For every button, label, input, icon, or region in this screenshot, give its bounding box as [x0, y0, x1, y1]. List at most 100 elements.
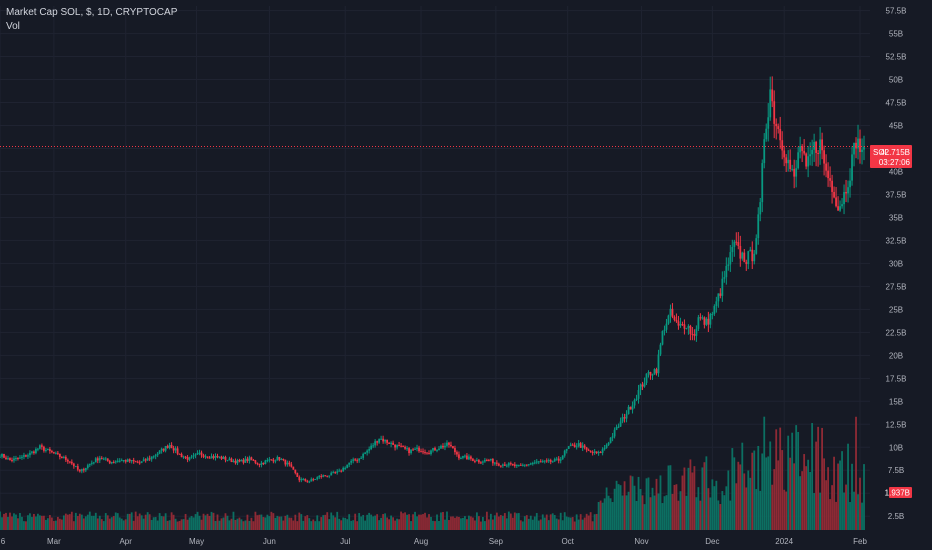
volume-bar: [785, 491, 788, 530]
volume-bar: [442, 512, 444, 530]
candle-body: [62, 456, 65, 459]
volume-bar: [362, 514, 365, 530]
candle-body: [452, 446, 454, 449]
volume-bar: [847, 443, 849, 530]
volume-bar: [683, 467, 686, 530]
volume-bar: [148, 514, 151, 530]
volume-bar: [857, 494, 859, 530]
candle-body: [845, 192, 847, 194]
candle-body: [41, 445, 43, 447]
candle-body: [52, 452, 55, 454]
volume-label[interactable]: Vol: [6, 21, 20, 32]
volume-bar: [709, 497, 712, 530]
volume-bar: [637, 476, 640, 530]
candle-body: [382, 438, 385, 442]
volume-bar: [284, 515, 287, 530]
candle-body: [595, 451, 598, 454]
candle-body: [238, 460, 241, 462]
candle-body: [394, 444, 396, 448]
candle-body: [645, 373, 648, 383]
volume-bar: [817, 426, 820, 530]
candle-body: [629, 406, 632, 410]
volume-bar: [563, 512, 566, 530]
candle-body: [170, 444, 173, 449]
candle-body: [72, 463, 75, 467]
candle-body: [200, 452, 203, 456]
candle-body: [711, 313, 714, 315]
volume-bar: [74, 512, 77, 530]
volume-bar: [495, 512, 498, 530]
volume-bar: [793, 463, 796, 530]
volume-bar: [292, 520, 295, 530]
volume-bar: [466, 519, 468, 530]
volume-bar: [601, 502, 604, 530]
candle-body: [104, 458, 107, 460]
candle-body: [428, 453, 430, 455]
volume-bar: [669, 465, 672, 530]
volume-bar: [470, 516, 472, 530]
volume-bar: [615, 480, 618, 530]
candle-body: [214, 456, 217, 458]
candle-body: [799, 146, 802, 153]
volume-bar: [294, 514, 297, 530]
volume-bar: [755, 489, 758, 530]
volume-bar: [599, 500, 602, 530]
candle-body: [3, 453, 5, 458]
candle-body: [128, 459, 131, 462]
candle-body: [232, 460, 235, 463]
candle-body: [483, 459, 486, 462]
volume-bar: [316, 515, 319, 530]
candle-body: [641, 384, 644, 387]
candle-body: [182, 456, 185, 458]
x-axis[interactable]: 6 Mar Apr May Jun Jul Aug Sep Oct Nov Dec 2024 Feb: [1, 537, 868, 546]
candle-body: [156, 453, 159, 456]
candle-body: [192, 455, 195, 457]
candle-body: [523, 464, 526, 466]
candle-body: [553, 459, 556, 462]
volume-bar: [39, 515, 41, 530]
candle-body: [787, 159, 790, 164]
volume-bar: [653, 495, 656, 530]
volume-bar: [48, 515, 51, 530]
x-tick-label: Nov: [634, 537, 648, 546]
volume-bar: [727, 470, 730, 530]
candle-body: [859, 138, 861, 153]
y-tick-label: 57.5B: [886, 7, 907, 16]
volume-bar: [735, 483, 738, 530]
candle-body: [839, 206, 841, 211]
volume-bar: [346, 519, 349, 530]
candle-body: [745, 262, 748, 265]
volume-bar: [180, 519, 183, 530]
candle-body: [605, 444, 608, 448]
volume-bar: [545, 514, 548, 530]
candle-body: [731, 246, 734, 253]
candle-body: [679, 324, 682, 326]
candle-body: [70, 461, 73, 464]
candle-body: [603, 447, 606, 450]
candle-body: [655, 369, 658, 374]
candle-body: [368, 449, 371, 451]
candle-body: [66, 459, 69, 462]
candle-body: [819, 139, 822, 154]
candle-body: [350, 460, 353, 463]
candle-body: [833, 191, 835, 198]
candle-body: [531, 463, 534, 465]
volume-bar: [332, 515, 335, 530]
volume-bar: [719, 504, 722, 530]
chart-title[interactable]: Market Cap SOL, $, 1D, CRYPTOCAP: [6, 7, 178, 18]
volume-bar: [250, 517, 253, 530]
volume-bar: [410, 521, 412, 530]
candle-body: [755, 238, 758, 254]
candle-body: [687, 325, 690, 329]
volume-bar: [649, 497, 652, 530]
x-tick-label: Dec: [705, 537, 719, 546]
volume-bar: [160, 516, 163, 530]
candle-body: [13, 458, 15, 461]
volume-bar: [146, 512, 149, 530]
candle-body: [162, 448, 165, 451]
candle-body: [448, 442, 450, 445]
volume-bar: [811, 423, 814, 530]
volume-bar: [781, 450, 784, 530]
volume-bar: [623, 481, 626, 530]
